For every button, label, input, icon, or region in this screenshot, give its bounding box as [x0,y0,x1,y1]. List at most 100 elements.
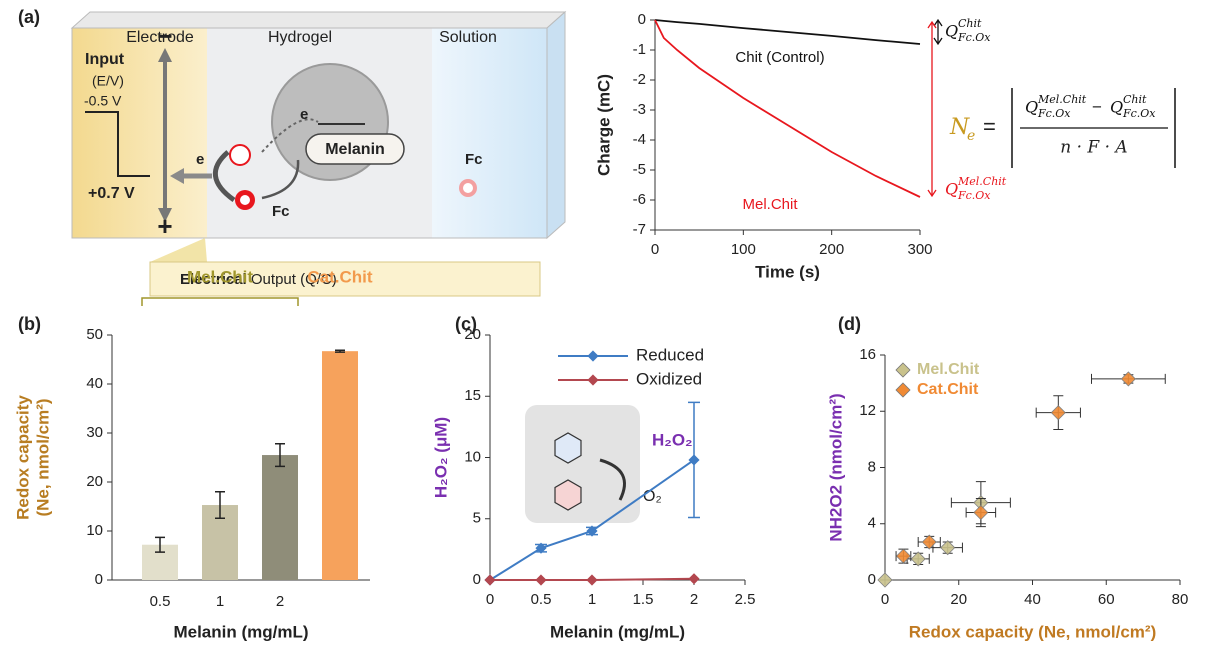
error-bar [275,443,285,468]
charge-sup: Chit [1123,93,1147,106]
y-tick-label: -6 [633,191,646,208]
input-label: Input [85,51,125,68]
arrowhead [170,168,184,184]
legend-label: Reduced [636,345,704,364]
eq-lhs-sub: e [967,128,975,144]
redox-arrow [261,159,300,200]
box-top [70,11,567,29]
series-label: Mel.Chit [742,196,798,213]
error-bar [215,491,225,520]
charge-sup: Mel.Chit [1037,93,1087,106]
electron-label: e [300,106,308,123]
x-tick-label: 60 [1098,591,1115,608]
x-tick-label: 1 [588,591,596,608]
data-point [973,504,989,521]
v-low: -0.5 V [84,93,122,109]
data-point [688,454,700,466]
box-outline [71,27,548,239]
charge-symbol: Q [945,180,958,199]
legend-label: Cat.Chit [917,381,979,398]
y-tick-label: 12 [859,402,876,419]
box-side [546,10,566,240]
output-label: Electrical Output (Q/C) [180,271,337,288]
inset-box [525,405,640,523]
electrode-layer [72,28,207,238]
charge-sup: Chit [958,17,982,30]
x-tick-label: 2.5 [735,591,756,608]
y-tick-label: 15 [464,387,481,404]
charge-symbol: Q [1110,98,1123,117]
fc-label: Fc [465,151,483,168]
data-point [535,574,547,586]
y-tick-label: 16 [859,346,876,363]
data-point [895,548,912,564]
data-point [1120,371,1136,387]
q-chit-arrow [933,18,943,46]
y-tick-label: -1 [633,41,646,58]
y-tick-label: 20 [86,473,103,490]
y-tick-label: 0 [95,571,103,588]
y-tick-label: 30 [86,424,103,441]
group-label: Cat.Chit [307,267,373,286]
eq-abs [1011,88,1176,168]
charge-sup: Mel.Chit [957,175,1007,188]
y-tick-label: -2 [633,71,646,88]
arrowhead [158,208,172,222]
data-point [586,525,598,537]
error-bar [335,349,345,353]
inset-oxygen: O₂ [643,488,662,505]
x-tick-label: 300 [907,241,932,258]
output-link [150,238,207,262]
bar [322,351,358,580]
y-tick-label: 20 [464,326,481,343]
reaction-arrow [599,458,626,501]
y-tick-label: -5 [633,161,646,178]
x-tick-label: 2 [690,591,698,608]
step-waveform [85,111,150,177]
electron-path [261,118,319,153]
charge-sub: Fc.Ox [957,31,991,44]
electron-label: e [196,151,204,168]
fc-core [463,183,473,193]
series-line [489,459,695,581]
group-bracket [141,297,299,306]
schematic: Electrical Output (Q/C) Electrode Hydrog… [70,10,567,297]
x-tick-label: 0.5 [531,591,552,608]
x-tick-label: 40 [1024,591,1041,608]
y-axis-label: H₂O₂ (μM) [431,417,450,498]
x-tick-label: 200 [819,241,844,258]
eq-equals: = [983,114,996,139]
x-tick-label: 1 [216,593,224,610]
solution-layer [432,28,547,238]
melanin-label: Melanin [325,141,385,158]
y-tick-label: -4 [633,131,646,148]
inset-product: H₂O₂ [652,430,693,449]
error-bar [155,536,165,553]
series-line [654,19,921,198]
output-bold: Electrical [180,271,247,288]
charge-symbol: Q [1025,98,1038,117]
y-tick-label: 0 [868,571,876,588]
y-tick-label: 4 [868,515,876,532]
x-tick-label: 20 [950,591,967,608]
charge-sub: Fc.Ox [957,189,991,202]
molecule-ring [554,479,582,511]
eq-minus: − [1092,97,1102,116]
data-point [484,574,496,586]
x-axis-label: Melanin (mg/mL) [550,622,685,641]
y-axis-label: Redox capacity [13,395,32,520]
y-axis-label: Charge (mC) [594,74,613,176]
legend-label: Oxidized [636,369,702,388]
input-unit: (E/V) [92,73,124,89]
x-tick-label: 0 [486,591,494,608]
panel-label: (d) [838,314,861,334]
legend-marker [895,382,911,398]
y-tick-label: -7 [633,221,646,238]
x-tick-label: 0 [881,591,889,608]
arrowhead [158,48,172,62]
melanin-tag [305,133,405,165]
fc-label: Fc [272,203,290,220]
output-box [149,261,541,297]
